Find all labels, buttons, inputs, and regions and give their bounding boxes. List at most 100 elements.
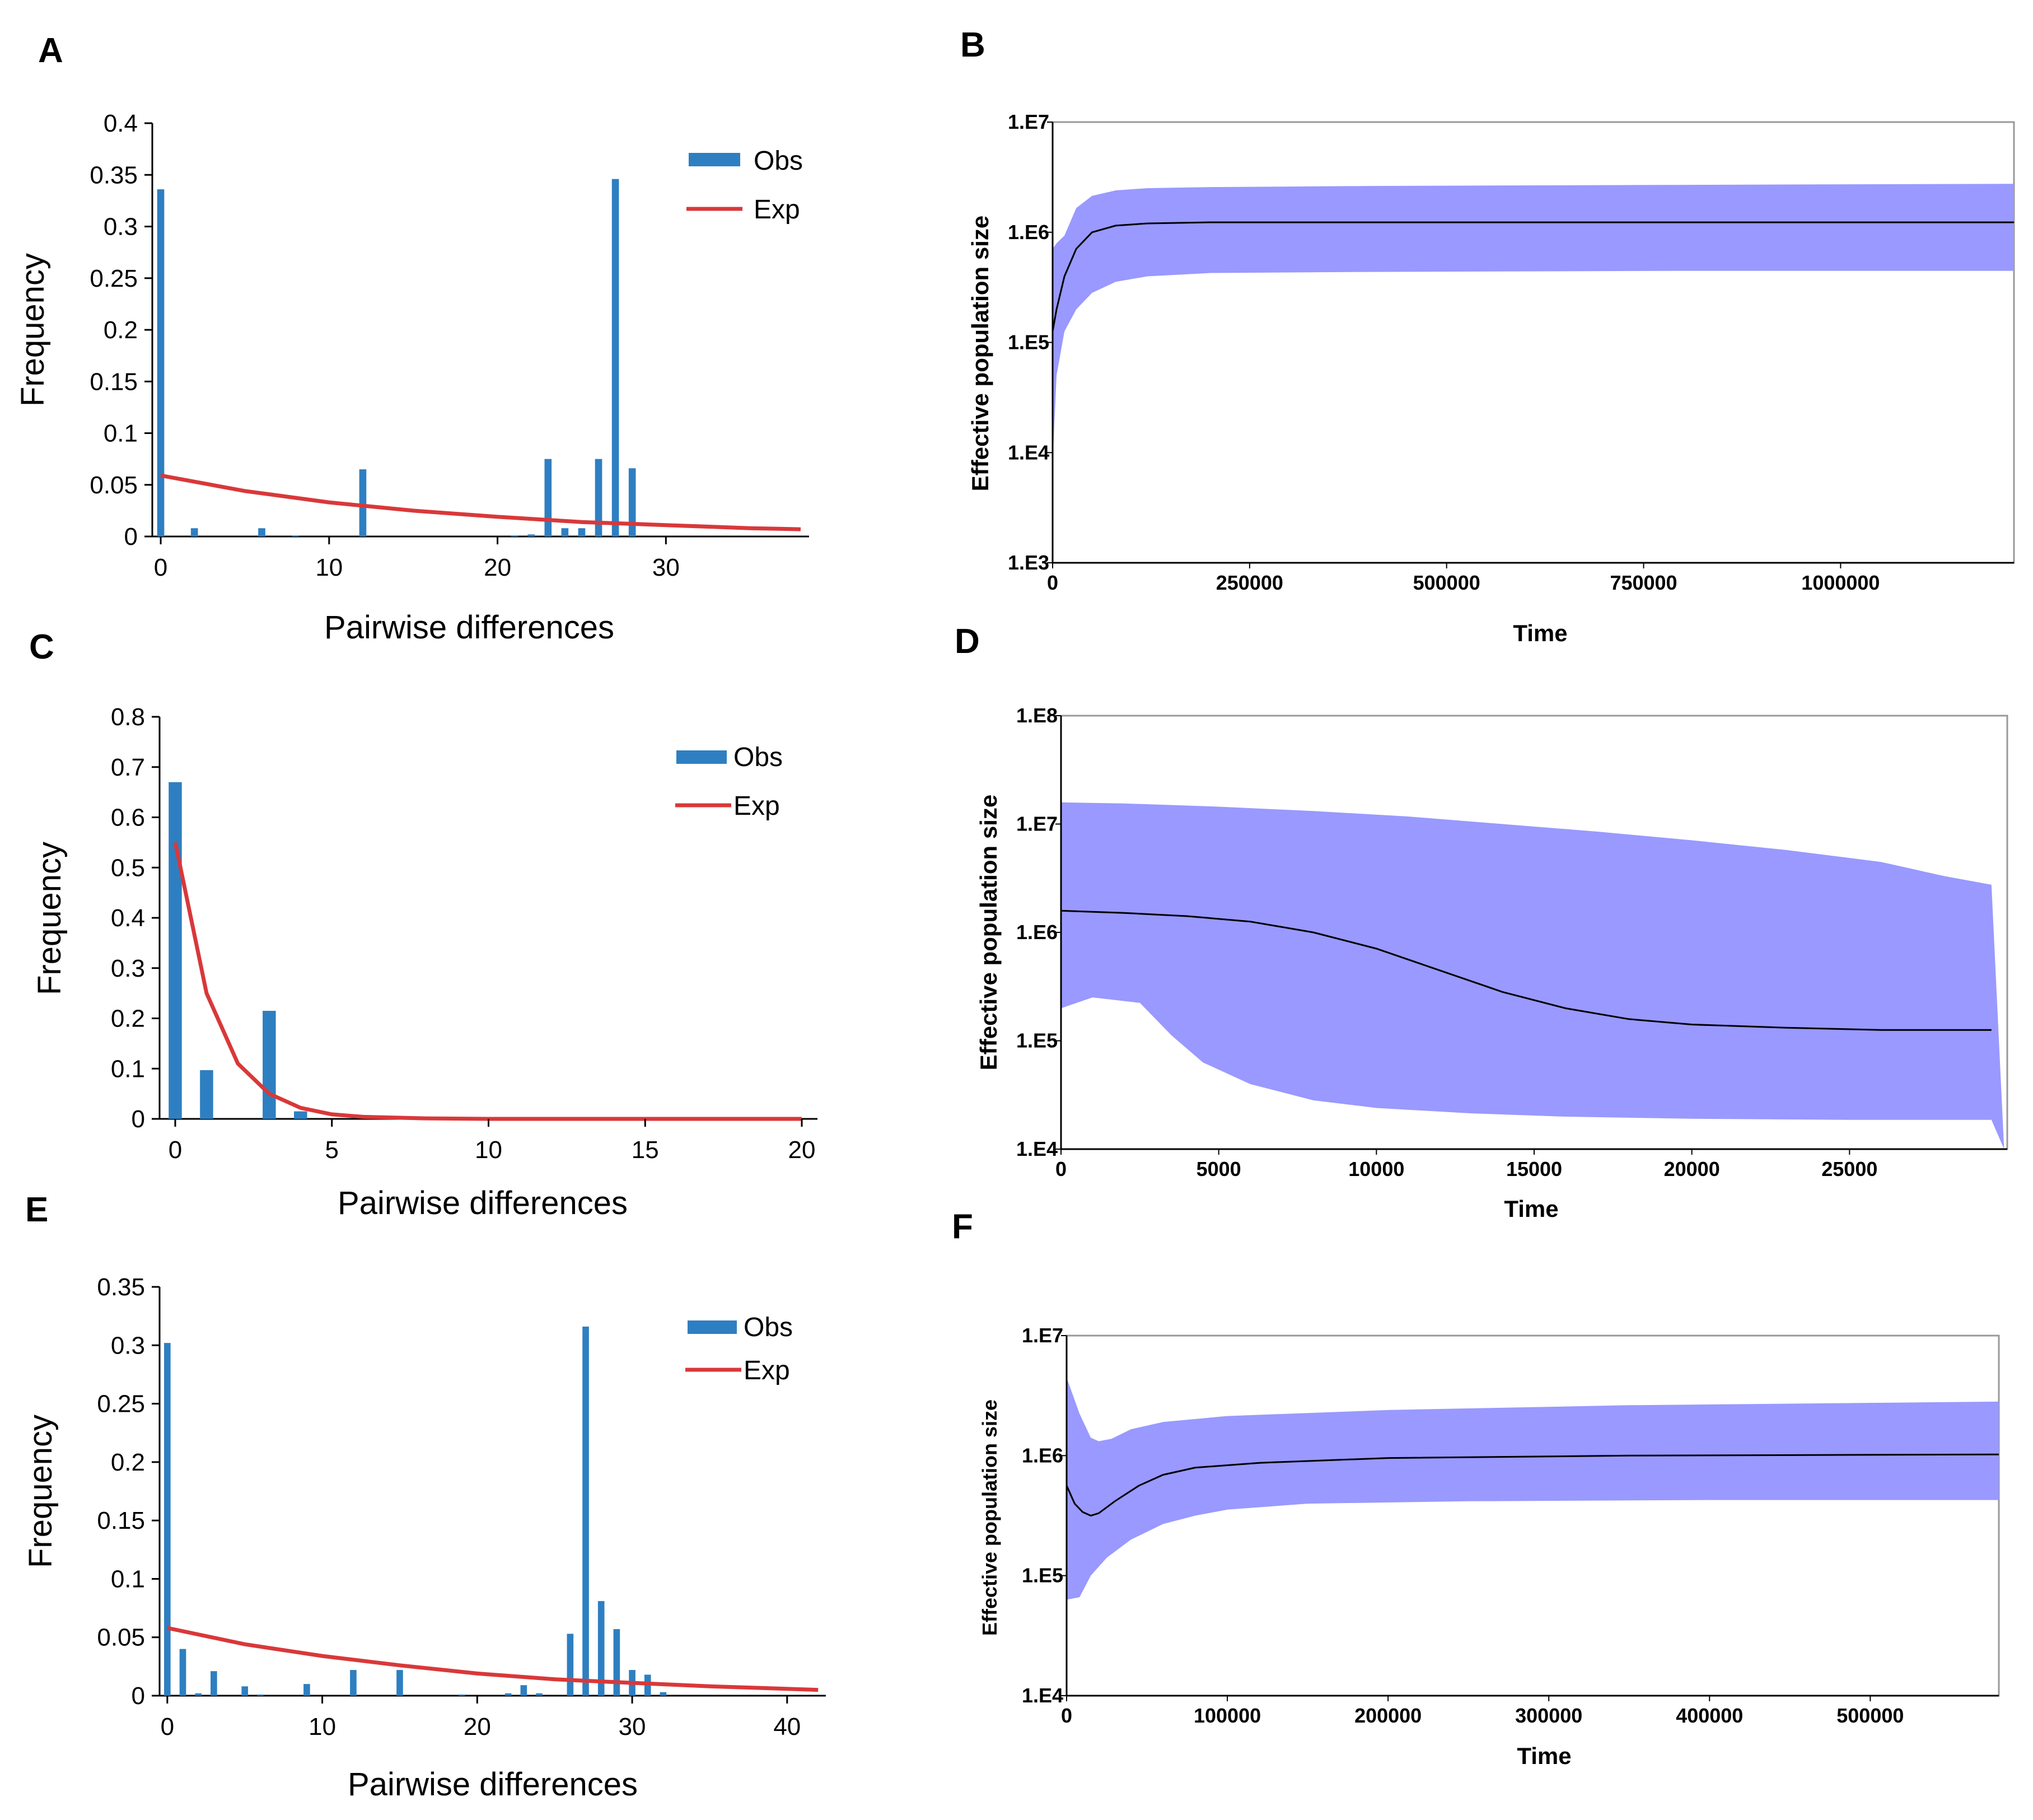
y-tick-label: 0.7 [111,754,145,781]
x-axis-label: Time [1513,620,1567,646]
legend-obs-label: Obs [744,1313,793,1342]
x-tick-label: 20000 [1664,1158,1720,1180]
x-tick-label: 100000 [1194,1704,1261,1727]
x-tick-label: 500000 [1836,1704,1904,1727]
chart-f-skyline: 1.E4 1.E5 1.E6 1.E7 0 100000 200000 300000 40000… [978,1324,2000,1769]
y-tick-label: 0.3 [111,1332,145,1359]
hpd-band [1053,184,2014,464]
y-axis-label: Effective population size [967,216,993,491]
obs-bar [211,1671,217,1696]
y-tick-label: 0.5 [111,854,145,881]
hpd-band [1061,802,2004,1149]
x-tick-label: 400000 [1676,1704,1743,1727]
y-tick-label: 1.E4 [1022,1684,1063,1707]
y-tick-label: 0.6 [111,804,145,832]
y-tick-label: 0.4 [111,904,145,932]
axis-ticks: 1.E4 1.E5 1.E6 1.E7 0 100000 200000 300000 40000… [1022,1324,1904,1727]
x-tick-label: 200000 [1354,1704,1422,1727]
obs-bar [458,1694,465,1696]
y-tick-label: 1.E3 [1008,551,1049,574]
axis-ticks: 1.E4 1.E5 1.E6 1.E7 1.E8 0 5000 10000 15000 20000… [1016,704,1877,1180]
y-tick-label: 0 [132,1105,145,1133]
y-tick-label: 0.35 [97,1273,145,1301]
x-tick-label: 30 [619,1713,646,1740]
y-tick-label: 0.3 [111,955,145,982]
obs-bar [578,528,586,536]
panel-letter-b: B [960,26,985,64]
legend-exp-label: Exp [744,1356,790,1385]
chart-a-mismatch: 0 0.05 0.1 0.15 0.2 0.25 0.3 0.35 0.4 0 10 20 30 Fre… [15,110,809,646]
legend-obs-label: Obs [754,146,803,176]
chart-b-skyline: 1.E3 1.E4 1.E5 1.E6 1.E7 0 250000 500000 750000 1… [967,110,2015,646]
obs-bar [303,1684,310,1696]
obs-bar [527,534,535,536]
y-axis-label: Frequency [22,1415,59,1568]
obs-bar [179,1649,186,1696]
axis-ticks: 0 0.05 0.1 0.15 0.2 0.25 0.3 0.35 0 10 20 30 40 [97,1273,801,1740]
x-tick-label: 0 [161,1713,174,1740]
obs-bar [511,535,518,536]
y-tick-label: 1.E7 [1022,1324,1063,1347]
obs-bar [611,179,619,536]
obs-bar [544,459,552,536]
y-tick-label: 0.3 [104,213,138,241]
panel-letter-a: A [38,31,63,70]
y-axis-label: Frequency [15,253,51,407]
obs-bar [164,1343,171,1696]
x-tick-label: 750000 [1610,571,1677,594]
y-tick-label: 0.35 [90,161,138,189]
y-tick-label: 0.25 [90,265,138,292]
legend-exp-label: Exp [733,791,780,821]
x-tick-label: 5 [325,1136,338,1164]
y-axis-label: Frequency [31,842,68,995]
legend: Obs Exp [675,743,783,821]
hpd-band [1067,1378,1999,1600]
obs-bar [258,528,265,536]
x-tick-label: 25000 [1821,1158,1877,1180]
axis-ticks: 0 0.1 0.2 0.3 0.4 0.5 0.6 0.7 0.8 0 5 10 15 20 [111,703,816,1164]
x-tick-label: 40 [773,1713,801,1740]
obs-bar [396,1670,403,1696]
median-line [1065,1453,1999,1517]
legend-obs-swatch [689,153,740,166]
exp-line [173,842,802,1121]
x-tick-label: 0 [1061,1704,1072,1727]
y-tick-label: 0.15 [97,1507,145,1534]
obs-bar [200,1070,213,1119]
y-tick-label: 0.05 [90,472,138,499]
x-axis-label: Time [1517,1743,1571,1769]
obs-bar [195,1693,202,1696]
obs-bar [597,1601,605,1696]
obs-bar [561,528,569,536]
x-tick-label: 10 [475,1136,502,1164]
x-tick-label: 0 [169,1136,182,1164]
y-tick-label: 0.1 [111,1055,145,1082]
y-tick-label: 0 [124,523,138,550]
y-tick-label: 0.2 [111,1005,145,1033]
exp-line [160,473,801,531]
obs-bar [660,1692,667,1696]
legend-exp-label: Exp [754,195,800,225]
obs-bars [164,1326,667,1696]
y-tick-label: 1.E6 [1008,221,1049,244]
chart-d-skyline: 1.E4 1.E5 1.E6 1.E7 1.E8 0 5000 10000 15000 20000… [975,704,2008,1222]
obs-bar [628,468,636,536]
y-tick-label: 1.E7 [1008,110,1049,133]
axis-ticks: 1.E3 1.E4 1.E5 1.E6 1.E7 0 250000 500000 750000 1… [1008,110,1880,594]
median-line [1051,221,2014,332]
y-tick-label: 1.E5 [1016,1029,1058,1052]
plot-frame [1065,1334,2000,1697]
x-tick-label: 0 [1055,1158,1067,1180]
median-line [1060,909,1992,1031]
y-tick-label: 1.E6 [1016,921,1058,944]
x-axis-label: Pairwise differences [324,609,614,646]
obs-bar [520,1685,527,1696]
panel-letter-e: E [25,1191,49,1229]
y-axis-label: Effective population size [975,795,1002,1070]
obs-bar [567,1634,574,1696]
y-tick-label: 0 [132,1682,145,1710]
y-tick-label: 0.8 [111,703,145,731]
y-tick-label: 0.05 [97,1624,145,1651]
y-tick-label: 0.2 [104,316,138,344]
obs-bar [350,1670,357,1696]
